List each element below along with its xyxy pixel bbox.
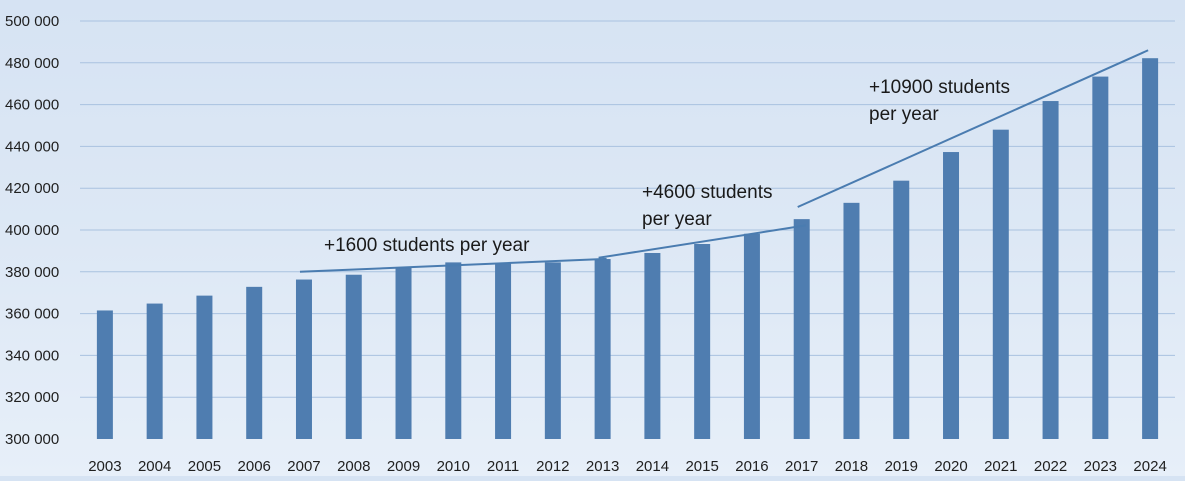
x-tick-label: 2015: [685, 458, 718, 475]
bar: [843, 202, 860, 439]
x-tick-label: 2024: [1133, 458, 1166, 475]
bar: [196, 295, 213, 439]
x-tick-label: 2023: [1084, 458, 1117, 475]
bar: [246, 286, 263, 439]
trend-annotation: +1600 students per year: [324, 235, 530, 256]
y-tick-label: 420 000: [5, 180, 59, 197]
x-tick-label: 2013: [586, 458, 619, 475]
bar: [495, 263, 512, 439]
trend-annotations: +1600 students per year +4600 students per…: [324, 77, 1010, 256]
y-tick-label: 400 000: [5, 222, 59, 239]
y-axis-tick-labels: 300 000 320 000 340 000 360 000 380 000 400 0…: [5, 13, 59, 448]
x-tick-label: 2004: [138, 458, 171, 475]
bars: [96, 58, 1159, 440]
bar: [992, 129, 1009, 439]
y-tick-label: 300 000: [5, 431, 59, 448]
x-tick-label: 2019: [885, 458, 918, 475]
x-tick-label: 2006: [238, 458, 271, 475]
x-tick-label: 2009: [387, 458, 420, 475]
bar: [445, 262, 462, 439]
x-tick-label: 2018: [835, 458, 868, 475]
y-tick-label: 320 000: [5, 389, 59, 406]
bar: [1142, 58, 1159, 440]
y-tick-label: 380 000: [5, 264, 59, 281]
bar: [146, 303, 163, 439]
bar: [793, 219, 810, 439]
trend-line: [797, 49, 1149, 208]
trend-annotation: +4600 students: [642, 182, 772, 203]
x-tick-label: 2020: [934, 458, 967, 475]
y-tick-label: 340 000: [5, 347, 59, 364]
y-tick-label: 500 000: [5, 13, 59, 30]
x-tick-label: 2017: [785, 458, 818, 475]
x-tick-label: 2005: [188, 458, 221, 475]
bar: [943, 152, 960, 439]
bar: [96, 310, 113, 439]
trend-annotation: +10900 students: [869, 77, 1010, 98]
x-tick-label: 2016: [735, 458, 768, 475]
y-tick-label: 480 000: [5, 55, 59, 72]
x-tick-label: 2014: [636, 458, 669, 475]
bar: [544, 262, 561, 439]
bar: [893, 180, 910, 439]
x-tick-label: 2012: [536, 458, 569, 475]
x-tick-label: 2003: [88, 458, 121, 475]
trend-line: [598, 224, 806, 259]
y-tick-label: 440 000: [5, 138, 59, 155]
bar: [345, 274, 362, 439]
bar: [694, 244, 711, 439]
x-tick-label: 2010: [437, 458, 470, 475]
bar: [1042, 101, 1059, 439]
x-tick-label: 2021: [984, 458, 1017, 475]
x-axis-tick-labels: 2003 2004 2005 2006 2007 2008 2009 2010 2011 2012…: [88, 458, 1167, 475]
x-tick-label: 2007: [287, 458, 320, 475]
bar: [395, 266, 412, 439]
x-tick-label: 2022: [1034, 458, 1067, 475]
bar: [1092, 76, 1109, 440]
bar: [295, 279, 312, 439]
trend-annotation: per year: [869, 104, 939, 125]
x-tick-label: 2011: [487, 458, 519, 475]
gridlines: [80, 20, 1175, 398]
bar: [743, 233, 760, 439]
trend-line: [299, 257, 607, 273]
trend-annotation: per year: [642, 209, 712, 230]
trend-lines: [299, 49, 1149, 273]
x-tick-label: 2008: [337, 458, 370, 475]
bar: [644, 252, 661, 439]
y-tick-label: 360 000: [5, 306, 59, 323]
bar: [594, 259, 611, 439]
y-tick-label: 460 000: [5, 97, 59, 114]
